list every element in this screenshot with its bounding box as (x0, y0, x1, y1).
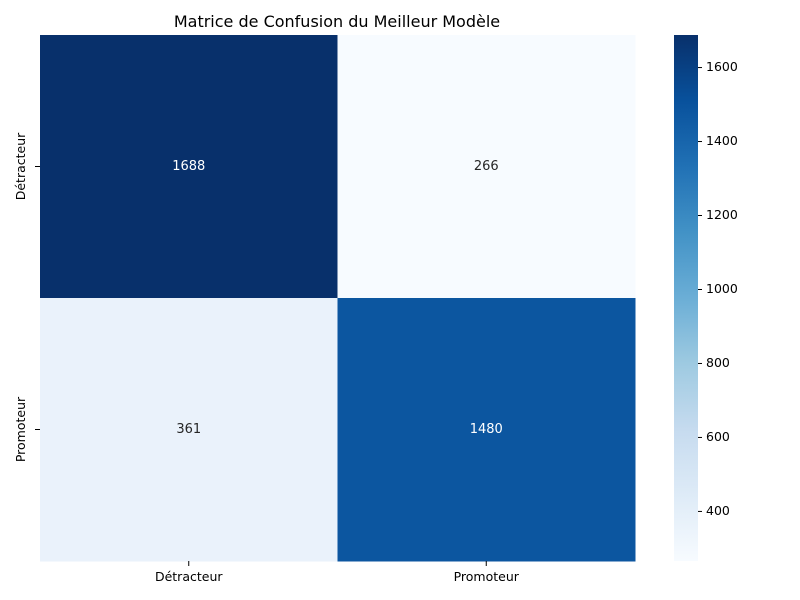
colorbar-tick-label: 400 (706, 503, 730, 518)
colorbar-tick-label: 1000 (706, 281, 738, 296)
colorbar: 400 600 800 1000 1200 1400 1600 (674, 35, 738, 561)
colorbar-tick-label: 1400 (706, 133, 738, 148)
x-tick-label: Promoteur (454, 569, 520, 584)
y-axis: Détracteur Promoteur (13, 132, 40, 462)
heatmap-cell (337, 35, 636, 299)
y-tick-label: Promoteur (13, 396, 28, 462)
colorbar-tick-label: 800 (706, 355, 730, 370)
colorbar-tick-label: 600 (706, 429, 730, 444)
cell-value-label: 361 (176, 422, 201, 437)
heatmap-cell-labels: 1688 266 361 1480 (172, 159, 503, 437)
cell-value-label: 266 (474, 159, 499, 174)
cell-value-label: 1688 (172, 159, 205, 174)
cell-value-label: 1480 (470, 422, 503, 437)
colorbar-ticks: 400 600 800 1000 1200 1400 1600 (698, 59, 738, 518)
chart-title: Matrice de Confusion du Meilleur Modèle (174, 12, 500, 31)
heatmap-cell (40, 298, 338, 562)
x-tick-label: Détracteur (155, 569, 223, 584)
x-axis: Détracteur Promoteur (155, 561, 520, 584)
heatmap-cell (337, 298, 636, 562)
colorbar-tick-label: 1200 (706, 207, 738, 222)
colorbar-gradient (674, 35, 698, 561)
colorbar-tick-label: 1600 (706, 59, 738, 74)
heatmap-cells (40, 35, 636, 562)
heatmap-cell (40, 35, 338, 299)
y-tick-label: Détracteur (13, 132, 28, 200)
